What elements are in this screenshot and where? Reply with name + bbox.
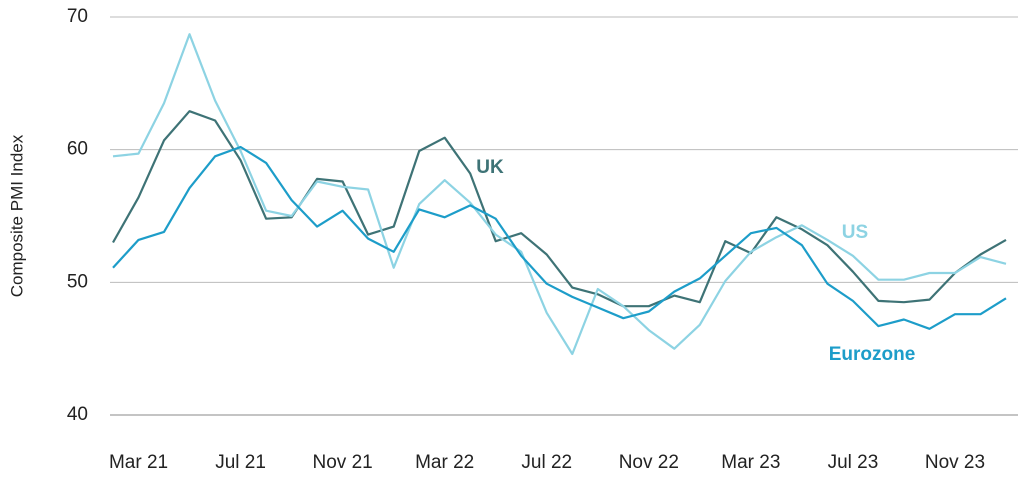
y-tick-label: 70 (67, 6, 88, 27)
x-tick-label: Nov 23 (925, 452, 985, 473)
series-line (112, 110, 1007, 308)
x-tick-label: Mar 21 (109, 452, 168, 473)
x-tick-label: Mar 23 (721, 452, 780, 473)
series-line (112, 145, 1007, 330)
x-tick-label: Jul 21 (215, 452, 266, 473)
series-label: US (842, 222, 868, 243)
series-label: Eurozone (829, 344, 916, 365)
y-tick-label: 40 (67, 404, 88, 425)
x-tick-label: Nov 21 (313, 452, 373, 473)
y-tick-label: 60 (67, 139, 88, 160)
series-line (112, 33, 1007, 356)
x-tick-label: Jul 23 (828, 452, 879, 473)
x-tick-label: Mar 22 (415, 452, 474, 473)
x-tick-label: Jul 22 (521, 452, 572, 473)
series-label: UK (476, 157, 504, 178)
x-tick-label: Nov 22 (619, 452, 679, 473)
y-tick-label: 50 (67, 271, 88, 292)
y-axis-label: Composite PMI Index (7, 134, 26, 297)
